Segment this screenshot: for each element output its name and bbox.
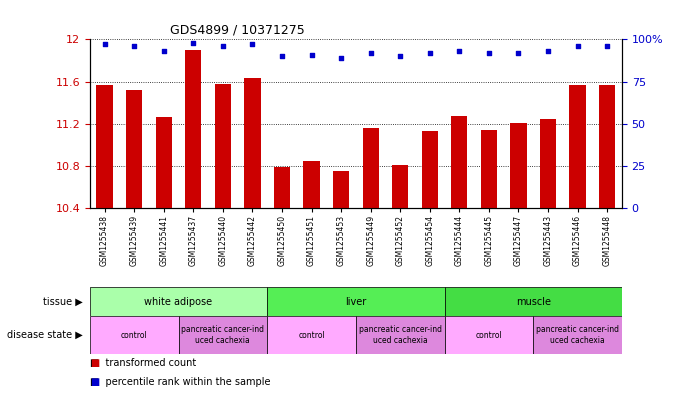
Point <box>454 48 465 54</box>
Point <box>336 55 347 61</box>
Bar <box>599 85 615 208</box>
Bar <box>422 131 438 208</box>
Bar <box>444 316 533 354</box>
Text: control: control <box>475 331 502 340</box>
Text: pancreatic cancer-ind
uced cachexia: pancreatic cancer-ind uced cachexia <box>181 325 265 345</box>
Text: tissue ▶: tissue ▶ <box>43 297 83 307</box>
Text: ■: ■ <box>90 377 99 387</box>
Text: liver: liver <box>346 297 366 307</box>
Point <box>306 51 317 58</box>
Point <box>276 53 287 59</box>
Point <box>247 41 258 48</box>
Bar <box>90 287 267 316</box>
Text: ■  transformed count: ■ transformed count <box>90 358 196 367</box>
Bar <box>333 171 349 208</box>
Bar <box>533 316 622 354</box>
Point <box>188 40 199 46</box>
Point <box>424 50 435 56</box>
Text: ■  percentile rank within the sample: ■ percentile rank within the sample <box>90 377 270 387</box>
Bar <box>267 316 356 354</box>
Text: muscle: muscle <box>515 297 551 307</box>
Bar <box>451 116 467 208</box>
Text: ■: ■ <box>90 358 99 367</box>
Bar <box>511 123 527 208</box>
Bar <box>363 128 379 208</box>
Bar <box>444 287 622 316</box>
Text: disease state ▶: disease state ▶ <box>7 330 83 340</box>
Text: white adipose: white adipose <box>144 297 213 307</box>
Bar <box>267 287 444 316</box>
Bar <box>185 50 201 208</box>
Point <box>158 48 169 54</box>
Bar <box>356 316 444 354</box>
Point <box>365 50 376 56</box>
Bar <box>274 167 290 208</box>
Point <box>395 53 406 59</box>
Bar <box>245 78 261 208</box>
Bar <box>540 119 556 208</box>
Text: pancreatic cancer-ind
uced cachexia: pancreatic cancer-ind uced cachexia <box>359 325 442 345</box>
Text: GDS4899 / 10371275: GDS4899 / 10371275 <box>169 24 305 37</box>
Bar <box>97 85 113 208</box>
Bar <box>392 165 408 208</box>
Point <box>602 43 613 49</box>
Text: pancreatic cancer-ind
uced cachexia: pancreatic cancer-ind uced cachexia <box>536 325 619 345</box>
Bar <box>481 130 497 208</box>
Text: control: control <box>121 331 148 340</box>
Point <box>483 50 494 56</box>
Bar <box>569 85 586 208</box>
Bar <box>303 161 320 208</box>
Point <box>217 43 228 49</box>
Bar <box>90 316 178 354</box>
Point <box>129 43 140 49</box>
Bar <box>126 90 142 208</box>
Point <box>542 48 553 54</box>
Point <box>572 43 583 49</box>
Bar <box>178 316 267 354</box>
Point <box>99 41 110 48</box>
Text: control: control <box>298 331 325 340</box>
Bar <box>215 84 231 208</box>
Bar <box>155 118 172 208</box>
Point <box>513 50 524 56</box>
